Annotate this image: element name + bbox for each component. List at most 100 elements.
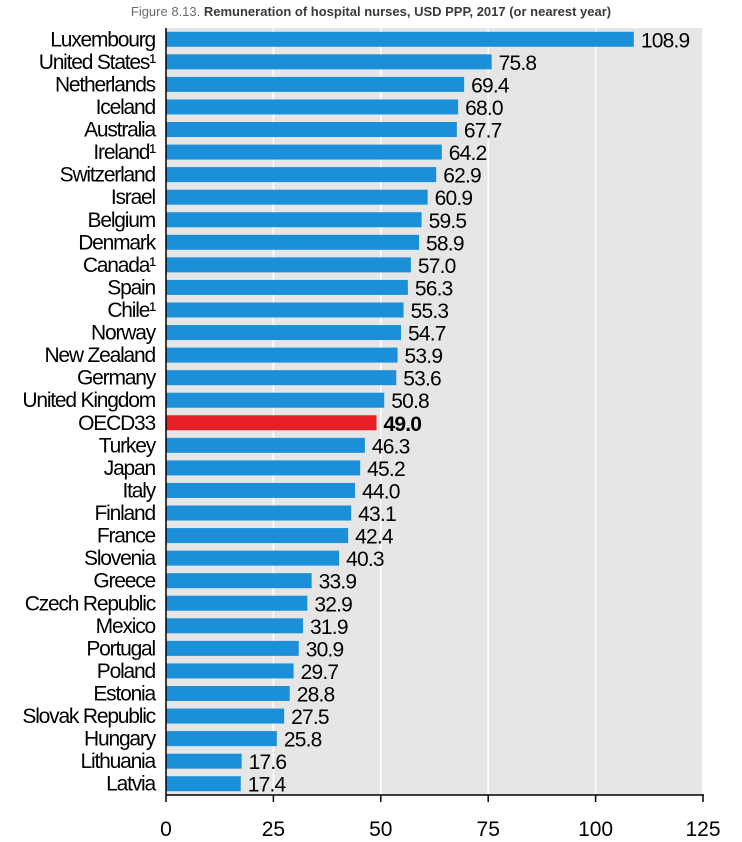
value-label-australia: 67.7 <box>464 120 502 143</box>
bar-lithuania <box>166 753 242 769</box>
category-label-turkey: Turkey <box>99 434 157 457</box>
bar-oecd33 <box>166 415 377 431</box>
category-label-hungary: Hungary <box>84 728 157 751</box>
bar-norway <box>166 325 401 341</box>
category-label-portugal: Portugal <box>86 637 155 660</box>
bar-ireland <box>166 144 442 160</box>
value-label-iceland: 68.0 <box>465 97 503 120</box>
category-label-canada: Canada¹ <box>83 254 156 277</box>
bar-finland <box>166 505 352 521</box>
bar-israel <box>166 189 428 205</box>
category-label-australia: Australia <box>84 119 156 142</box>
category-label-slovenia: Slovenia <box>84 547 156 570</box>
value-label-netherlands: 69.4 <box>471 74 510 97</box>
bar-spain <box>166 279 408 295</box>
value-label-hungary: 25.8 <box>284 729 322 752</box>
bar-canada <box>166 257 411 273</box>
x-tick-label-25: 25 <box>262 818 285 841</box>
bar-luxembourg <box>166 31 634 47</box>
bar-mexico <box>166 618 304 634</box>
bar-latvia <box>166 776 241 792</box>
category-label-chile: Chile¹ <box>107 299 156 322</box>
value-label-luxembourg: 108.9 <box>641 29 690 52</box>
value-label-poland: 29.7 <box>301 661 339 684</box>
value-label-ireland: 64.2 <box>449 142 487 165</box>
value-label-slovak-republic: 27.5 <box>291 706 329 729</box>
bar-slovak-republic <box>166 708 285 724</box>
value-label-belgium: 59.5 <box>429 210 467 233</box>
x-tick-label-125: 125 <box>685 818 720 841</box>
bar-united-kingdom <box>166 392 385 408</box>
category-label-lithuania: Lithuania <box>81 750 157 773</box>
x-tick-label-100: 100 <box>578 818 613 841</box>
category-label-ireland: Ireland¹ <box>93 141 156 164</box>
category-label-new-zealand: New Zealand <box>44 344 155 367</box>
value-label-spain: 56.3 <box>415 277 453 300</box>
x-tick-label-75: 75 <box>477 818 500 841</box>
bar-turkey <box>166 437 365 453</box>
value-label-canada: 57.0 <box>418 255 456 278</box>
bar-poland <box>166 663 294 679</box>
category-label-united-kingdom: United Kingdom <box>22 389 155 412</box>
value-label-norway: 54.7 <box>408 323 446 346</box>
x-axis-ticks: 0 25 50 75 100 125 <box>160 795 721 841</box>
value-label-italy: 44.0 <box>362 480 400 503</box>
value-label-united-kingdom: 50.8 <box>391 390 429 413</box>
value-label-portugal: 30.9 <box>306 638 344 661</box>
value-label-germany: 53.6 <box>403 368 441 391</box>
bar-greece <box>166 573 312 589</box>
bar-chile <box>166 302 404 318</box>
category-label-oecd33: OECD33 <box>78 412 155 435</box>
bar-japan <box>166 460 361 476</box>
category-label-norway: Norway <box>91 322 157 345</box>
category-label-spain: Spain <box>107 276 155 299</box>
bar-czech-republic <box>166 595 308 611</box>
category-label-united-states: United States¹ <box>39 51 156 74</box>
category-label-greece: Greece <box>93 570 155 593</box>
x-tick-label-0: 0 <box>160 818 172 841</box>
bar-germany <box>166 370 397 386</box>
value-label-new-zealand: 53.9 <box>405 345 443 368</box>
category-label-poland: Poland <box>97 660 156 683</box>
bar-united-states <box>166 54 492 70</box>
bar-new-zealand <box>166 347 398 363</box>
figure-title: Remuneration of hospital nurses, USD PPP… <box>203 4 612 19</box>
value-label-slovenia: 40.3 <box>346 548 384 571</box>
bar-iceland <box>166 99 459 115</box>
category-label-israel: Israel <box>111 186 156 209</box>
figure-number: Figure 8.13. <box>130 4 201 19</box>
value-label-czech-republic: 32.9 <box>314 593 352 616</box>
category-label-czech-republic: Czech Republic <box>25 592 156 615</box>
category-label-iceland: Iceland <box>96 96 156 119</box>
category-label-japan: Japan <box>104 457 156 480</box>
bar-italy <box>166 482 356 498</box>
category-label-italy: Italy <box>122 479 156 502</box>
value-label-lithuania: 17.6 <box>249 751 287 774</box>
bars-group <box>166 31 634 792</box>
category-label-finland: Finland <box>95 502 156 525</box>
category-label-estonia: Estonia <box>93 682 156 705</box>
value-label-finland: 43.1 <box>358 503 396 526</box>
value-label-turkey: 46.3 <box>372 435 410 458</box>
category-label-denmark: Denmark <box>78 231 156 254</box>
bar-netherlands <box>166 76 465 92</box>
category-label-france: France <box>97 525 156 548</box>
value-label-switzerland: 62.9 <box>443 165 481 188</box>
chart-title: Figure 8.13. Remuneration of hospital nu… <box>0 4 742 19</box>
bar-australia <box>166 122 457 138</box>
value-label-united-states: 75.8 <box>499 52 537 75</box>
value-label-latvia: 17.4 <box>248 774 287 797</box>
value-label-mexico: 31.9 <box>310 616 348 639</box>
value-label-oecd33: 49.0 <box>384 413 422 436</box>
category-label-mexico: Mexico <box>96 615 156 638</box>
bar-estonia <box>166 685 290 701</box>
value-label-chile: 55.3 <box>411 300 449 323</box>
category-label-luxembourg: Luxembourg <box>50 28 155 51</box>
bar-switzerland <box>166 167 437 183</box>
category-label-netherlands: Netherlands <box>55 73 156 96</box>
value-label-france: 42.4 <box>355 526 394 549</box>
plot-area <box>166 28 703 795</box>
bar-france <box>166 528 349 544</box>
